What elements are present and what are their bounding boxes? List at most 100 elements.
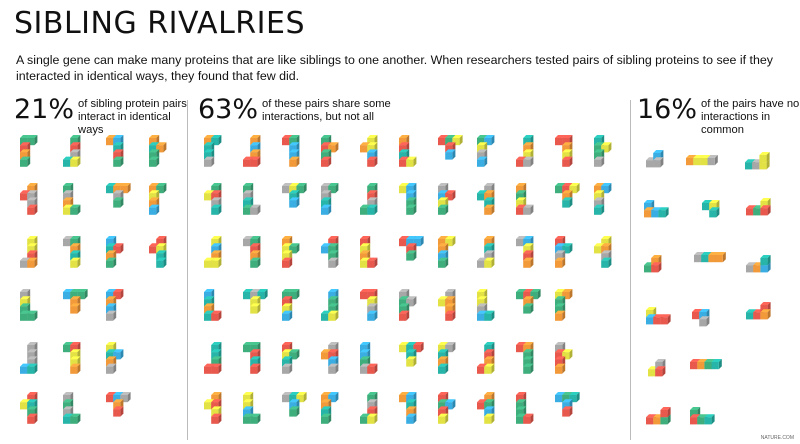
protein-block-figure <box>243 135 261 167</box>
protein-block-figure <box>555 236 573 268</box>
protein-block-figure <box>594 135 612 167</box>
protein-block-figure <box>438 135 463 160</box>
protein-block-figure <box>204 289 222 321</box>
protein-block-figure <box>690 407 715 425</box>
protein-block-figure <box>745 152 770 170</box>
protein-block-figure <box>399 183 417 215</box>
protein-block-figure <box>321 135 339 167</box>
protein-block-figure <box>399 342 424 367</box>
protein-block-figure <box>477 392 495 424</box>
protein-block-figure <box>360 342 378 374</box>
protein-block-figure <box>321 342 339 374</box>
protein-block-figure <box>690 359 722 370</box>
protein-block-figure <box>646 307 671 325</box>
protein-block-figure <box>516 392 534 424</box>
protein-block-figure <box>648 359 666 377</box>
stat-identical-description: of sibling protein pairs interact in ide… <box>78 98 187 136</box>
protein-block-figure <box>282 236 300 268</box>
protein-block-figure <box>477 183 495 215</box>
stat-identical: 21% of sibling protein pairs interact in… <box>14 96 190 137</box>
protein-block-figure <box>204 342 222 374</box>
protein-block-figure <box>63 183 81 215</box>
protein-block-figure <box>20 236 38 268</box>
protein-block-figure <box>555 289 573 321</box>
protein-block-figure <box>204 392 222 424</box>
protein-block-figure <box>555 183 580 208</box>
protein-block-figure <box>106 392 131 417</box>
intro-text: A single gene can make many proteins tha… <box>16 53 773 83</box>
section-divider-left <box>187 100 188 440</box>
protein-block-figure <box>594 236 612 268</box>
stat-partial-description: of these pairs share some interactions, … <box>262 98 391 123</box>
protein-block-figure <box>399 135 417 167</box>
protein-block-figure <box>204 183 222 215</box>
protein-block-figure <box>149 183 167 215</box>
protein-block-figure <box>243 183 261 215</box>
protein-block-figure <box>243 342 261 374</box>
stat-none: 16% of the pairs have no interactions in… <box>637 96 800 137</box>
protein-block-figure <box>20 342 38 374</box>
protein-block-figure <box>63 342 81 374</box>
protein-block-figure <box>555 135 573 167</box>
protein-block-figure <box>243 289 268 314</box>
protein-block-figure <box>516 289 541 314</box>
protein-block-figure <box>516 236 534 268</box>
protein-block-figure <box>360 135 378 167</box>
page-title: SIBLING RIVALRIES <box>14 6 305 41</box>
protein-block-figure <box>692 309 710 327</box>
stat-none-description: of the pairs have no interactions in com… <box>701 98 800 136</box>
protein-block-figure <box>516 183 534 215</box>
protein-block-figure <box>204 236 222 268</box>
protein-block-figure <box>63 236 81 268</box>
protein-block-figure <box>149 236 167 268</box>
stat-partial-percent: 63% <box>198 94 259 125</box>
protein-block-figure <box>746 302 771 320</box>
protein-block-figure <box>243 236 261 268</box>
protein-block-figure <box>360 289 378 321</box>
protein-block-figure <box>20 135 38 167</box>
protein-block-figure <box>106 342 124 374</box>
protein-block-figure <box>321 392 339 424</box>
protein-block-figure <box>438 392 456 424</box>
protein-block-figure <box>399 236 424 261</box>
protein-block-figure <box>644 255 662 273</box>
protein-block-figure <box>63 289 88 314</box>
protein-block-figure <box>646 150 664 168</box>
protein-block-figure <box>746 198 771 216</box>
stat-none-percent: 16% <box>637 94 698 125</box>
protein-block-figure <box>20 183 38 215</box>
protein-block-figure <box>282 135 300 167</box>
protein-block-figure <box>477 289 495 321</box>
protein-block-figure <box>63 392 81 424</box>
protein-block-figure <box>63 135 81 167</box>
protein-block-figure <box>106 135 124 167</box>
protein-block-figure <box>321 236 339 268</box>
protein-block-figure <box>746 255 771 273</box>
credit-text: NATURE.COM <box>760 435 794 441</box>
protein-block-figure <box>438 183 456 215</box>
protein-block-figure <box>702 200 720 218</box>
protein-block-figure <box>555 342 573 374</box>
protein-block-figure <box>204 135 222 167</box>
protein-block-figure <box>149 135 167 167</box>
protein-block-figure <box>438 236 456 268</box>
protein-block-figure <box>106 236 124 268</box>
protein-block-figure <box>20 289 38 321</box>
protein-block-figure <box>477 135 495 167</box>
protein-block-figure <box>516 135 534 167</box>
protein-block-figure <box>20 392 38 424</box>
protein-block-figure <box>243 392 261 424</box>
protein-block-figure <box>477 342 495 374</box>
protein-block-figure <box>516 342 534 374</box>
protein-block-figure <box>555 392 580 417</box>
protein-block-figure <box>644 200 669 218</box>
protein-block-figure <box>282 392 307 417</box>
protein-block-figure <box>399 289 417 321</box>
protein-block-figure <box>321 289 339 321</box>
protein-block-figure <box>438 289 456 321</box>
protein-block-figure <box>282 342 300 374</box>
protein-block-figure <box>399 392 417 424</box>
protein-block-figure <box>438 342 456 374</box>
protein-block-figure <box>321 183 339 215</box>
